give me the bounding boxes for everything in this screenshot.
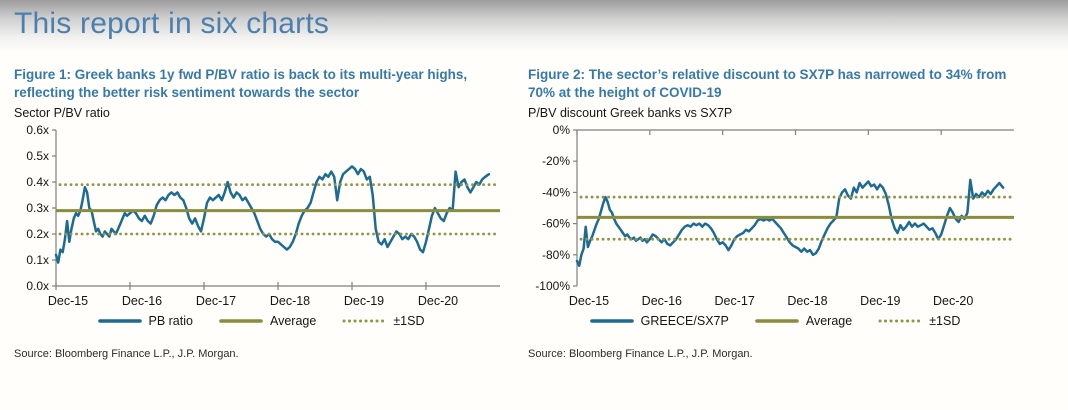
legend-item: Average xyxy=(219,314,316,328)
legend-label: GREECE/SX7P xyxy=(640,314,729,328)
svg-text:Dec-15: Dec-15 xyxy=(569,294,609,308)
figure-2-subtitle: P/BV discount Greek banks vs SX7P xyxy=(528,106,733,120)
chart-canvas: 0.0x 0.1x 0.2x 0.3x 0.4x 0.5x 0.6x Dec-15 Dec-16… xyxy=(26,123,502,308)
legend-item: ±1SD xyxy=(342,314,425,328)
svg-text:-80%: -80% xyxy=(542,248,570,262)
figure-2-panel: Figure 2: The sector’s relative discount… xyxy=(528,66,1022,360)
legend-dotted-line-icon xyxy=(878,319,922,323)
svg-text:Dec-17: Dec-17 xyxy=(196,294,236,308)
figure-1-caption: Figure 1: Greek banks 1y fwd P/BV ratio … xyxy=(14,67,468,100)
legend-label: ±1SD xyxy=(929,314,961,328)
svg-text:Dec-19: Dec-19 xyxy=(344,294,384,308)
legend-label: PB ratio xyxy=(148,314,193,328)
legend-dotted-line-icon xyxy=(342,319,386,323)
legend-item: PB ratio xyxy=(97,314,193,328)
svg-text:Dec-16: Dec-16 xyxy=(122,294,162,308)
svg-text:Dec-16: Dec-16 xyxy=(642,294,682,308)
svg-text:0.2x: 0.2x xyxy=(26,227,49,241)
legend-line-icon xyxy=(755,319,799,323)
svg-text:-20%: -20% xyxy=(542,154,570,168)
svg-text:0.6x: 0.6x xyxy=(26,123,49,137)
figure-1-legend: PB ratio Average ±1SD xyxy=(14,314,508,328)
svg-text:0.3x: 0.3x xyxy=(26,201,49,215)
legend-line-icon xyxy=(97,319,142,323)
figure-1-chart: 0.0x 0.1x 0.2x 0.3x 0.4x 0.5x 0.6x Dec-15 Dec-16… xyxy=(14,122,508,314)
legend-line-icon xyxy=(219,319,263,323)
legend-item: GREECE/SX7P xyxy=(589,314,729,328)
svg-text:Dec-18: Dec-18 xyxy=(270,294,310,308)
page-title: This report in six charts xyxy=(14,7,330,40)
legend-label: Average xyxy=(269,314,317,328)
svg-text:0%: 0% xyxy=(553,123,571,137)
chart-canvas: 0% -20% -40% -60% -80% -100%Dec-15 Dec-16 Dec-1… xyxy=(535,123,1016,308)
figure-1-panel: Figure 1: Greek banks 1y fwd P/BV ratio … xyxy=(14,66,508,360)
svg-text:-40%: -40% xyxy=(542,185,570,199)
legend-label: Average xyxy=(805,314,853,328)
header-band: This report in six charts xyxy=(0,0,1068,60)
svg-text:-60%: -60% xyxy=(542,217,570,231)
figure-2-legend: GREECE/SX7P Average ±1SD xyxy=(528,314,1022,328)
svg-text:-100%: -100% xyxy=(535,279,570,293)
svg-text:Dec-18: Dec-18 xyxy=(787,294,827,308)
figure-2-source: Source: Bloomberg Finance L.P., J.P. Mor… xyxy=(528,348,753,360)
legend-item: ±1SD xyxy=(878,314,960,328)
figure-2-caption: Figure 2: The sector’s relative discount… xyxy=(528,67,1007,100)
legend-item: Average xyxy=(755,314,852,328)
figures-row: Figure 1: Greek banks 1y fwd P/BV ratio … xyxy=(0,60,1068,360)
svg-text:0.5x: 0.5x xyxy=(26,149,49,163)
figure-1-subtitle: Sector P/BV ratio xyxy=(14,106,110,120)
figure-1-source: Source: Bloomberg Finance L.P., J.P. Mor… xyxy=(14,348,239,360)
legend-line-icon xyxy=(589,319,634,323)
svg-text:Dec-19: Dec-19 xyxy=(860,294,900,308)
svg-text:Dec-20: Dec-20 xyxy=(418,294,458,308)
figure-2-chart: 0% -20% -40% -60% -80% -100% Dec-15 Dec-16 Dec-1… xyxy=(528,122,1022,314)
legend-label: ±1SD xyxy=(393,314,425,328)
svg-text:0.4x: 0.4x xyxy=(26,175,49,189)
svg-text:Dec-15: Dec-15 xyxy=(48,294,88,308)
svg-text:Dec-17: Dec-17 xyxy=(715,294,755,308)
svg-text:Dec-20: Dec-20 xyxy=(933,294,973,308)
svg-text:0.1x: 0.1x xyxy=(26,253,49,267)
svg-text:0.0x: 0.0x xyxy=(26,279,49,293)
